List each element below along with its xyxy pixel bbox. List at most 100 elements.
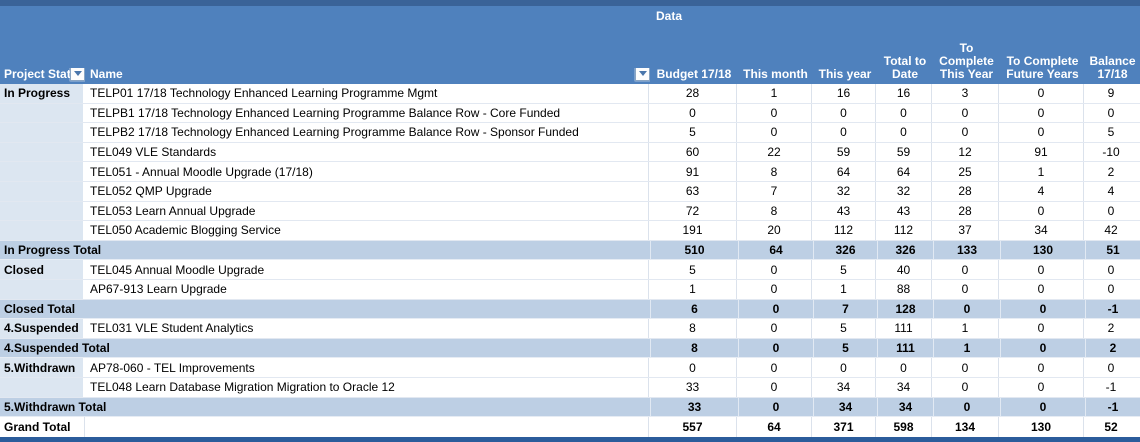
value-cell[interactable]: 5 xyxy=(811,260,875,279)
value-cell[interactable]: 112 xyxy=(811,221,875,240)
name-cell[interactable]: TEL053 Learn Annual Upgrade xyxy=(85,201,648,221)
value-cell[interactable]: 0 xyxy=(1000,397,1085,417)
subtotal-label-cell[interactable]: 5.Withdrawn Total xyxy=(4,399,107,414)
value-cell[interactable]: 34 xyxy=(811,377,875,397)
value-cell[interactable]: 0 xyxy=(1000,299,1085,319)
column-header-to-complete-future-years[interactable]: To Complete Future Years xyxy=(1006,55,1079,81)
status-cell[interactable] xyxy=(0,201,85,221)
value-cell[interactable]: 28 xyxy=(931,181,998,201)
value-cell[interactable]: 5 xyxy=(813,338,877,358)
value-cell[interactable]: 64 xyxy=(738,240,813,260)
value-cell[interactable]: 1 xyxy=(933,338,1000,358)
value-cell[interactable]: 0 xyxy=(998,123,1083,142)
name-cell[interactable]: TELPB2 17/18 Technology Enhanced Learnin… xyxy=(85,123,648,142)
value-cell[interactable]: 52 xyxy=(1083,417,1138,437)
value-cell[interactable]: 64 xyxy=(875,162,931,181)
value-cell[interactable]: 0 xyxy=(736,377,811,397)
value-cell[interactable]: 8 xyxy=(648,319,736,338)
column-header-this-year[interactable]: This year xyxy=(818,68,872,81)
value-cell[interactable]: 0 xyxy=(1083,279,1138,299)
value-cell[interactable]: 64 xyxy=(811,162,875,181)
value-cell[interactable]: 0 xyxy=(811,103,875,123)
value-cell[interactable]: 42 xyxy=(1083,221,1138,240)
value-cell[interactable]: 0 xyxy=(1083,260,1138,279)
value-cell[interactable]: 34 xyxy=(875,377,931,397)
value-cell[interactable]: 33 xyxy=(648,377,736,397)
value-cell[interactable]: 0 xyxy=(648,103,736,123)
column-header-total-to-date[interactable]: Total to Date xyxy=(883,55,927,81)
value-cell[interactable]: 7 xyxy=(736,181,811,201)
value-cell[interactable]: 1 xyxy=(648,279,736,299)
status-cell[interactable] xyxy=(0,142,85,162)
value-cell[interactable]: 22 xyxy=(736,142,811,162)
column-header-budget-17-18[interactable]: Budget 17/18 xyxy=(656,68,732,81)
status-cell[interactable] xyxy=(0,103,85,123)
value-cell[interactable]: 0 xyxy=(931,103,998,123)
value-cell[interactable]: 0 xyxy=(736,103,811,123)
value-cell[interactable]: 8 xyxy=(736,201,811,221)
value-cell[interactable]: 34 xyxy=(998,221,1083,240)
value-cell[interactable]: 0 xyxy=(998,201,1083,221)
value-cell[interactable]: 0 xyxy=(998,319,1083,338)
column-header-this-month[interactable]: This month xyxy=(743,68,808,81)
value-cell[interactable]: 2 xyxy=(1083,319,1138,338)
grand-total-label-cell[interactable]: Grand Total xyxy=(0,417,85,437)
value-cell[interactable]: 12 xyxy=(931,142,998,162)
status-cell[interactable]: 4.Suspended xyxy=(0,319,85,338)
value-cell[interactable]: 2 xyxy=(1085,338,1140,358)
value-cell[interactable]: 5 xyxy=(1083,123,1138,142)
status-cell[interactable] xyxy=(0,181,85,201)
value-cell[interactable]: 0 xyxy=(1083,201,1138,221)
value-cell[interactable]: 0 xyxy=(736,358,811,377)
value-cell[interactable]: 34 xyxy=(877,397,933,417)
value-cell[interactable]: 6 xyxy=(650,299,738,319)
value-cell[interactable]: -1 xyxy=(1085,299,1140,319)
name-cell[interactable]: TEL050 Academic Blogging Service xyxy=(85,221,648,240)
value-cell[interactable]: 28 xyxy=(931,201,998,221)
value-cell[interactable]: 25 xyxy=(931,162,998,181)
value-cell[interactable]: 1 xyxy=(998,162,1083,181)
value-cell[interactable]: 0 xyxy=(931,260,998,279)
value-cell[interactable]: 0 xyxy=(811,358,875,377)
value-cell[interactable]: 0 xyxy=(648,358,736,377)
name-filter-dropdown[interactable] xyxy=(635,68,650,81)
name-cell[interactable]: AP78-060 - TEL Improvements xyxy=(85,358,648,377)
name-cell[interactable]: TEL051 - Annual Moodle Upgrade (17/18) xyxy=(85,162,648,181)
value-cell[interactable]: 0 xyxy=(931,358,998,377)
value-cell[interactable]: -1 xyxy=(1083,377,1138,397)
value-cell[interactable]: 20 xyxy=(736,221,811,240)
subtotal-label-cell[interactable]: In Progress Total xyxy=(4,243,102,258)
value-cell[interactable]: 134 xyxy=(931,417,998,437)
value-cell[interactable]: 0 xyxy=(736,279,811,299)
value-cell[interactable]: -10 xyxy=(1083,142,1138,162)
value-cell[interactable]: 0 xyxy=(738,397,813,417)
value-cell[interactable]: 326 xyxy=(877,240,933,260)
status-cell[interactable]: In Progress xyxy=(0,84,85,103)
value-cell[interactable]: 371 xyxy=(811,417,875,437)
value-cell[interactable]: 0 xyxy=(811,123,875,142)
value-cell[interactable]: 5 xyxy=(648,260,736,279)
status-cell[interactable]: Closed xyxy=(0,260,85,279)
name-cell[interactable]: TEL048 Learn Database Migration Migratio… xyxy=(85,377,648,397)
value-cell[interactable]: 5 xyxy=(648,123,736,142)
subtotal-label-cell[interactable]: Closed Total xyxy=(4,301,76,316)
value-cell[interactable]: 34 xyxy=(813,397,877,417)
value-cell[interactable]: 43 xyxy=(811,201,875,221)
value-cell[interactable]: 9 xyxy=(1083,84,1138,103)
column-header-balance-17-18[interactable]: Balance 17/18 xyxy=(1089,55,1136,81)
value-cell[interactable]: 0 xyxy=(875,103,931,123)
name-cell[interactable]: AP67-913 Learn Upgrade xyxy=(85,279,648,299)
value-cell[interactable]: 3 xyxy=(931,84,998,103)
value-cell[interactable]: 1 xyxy=(931,319,998,338)
value-cell[interactable]: 59 xyxy=(811,142,875,162)
value-cell[interactable]: 133 xyxy=(933,240,1000,260)
value-cell[interactable]: 8 xyxy=(650,338,738,358)
value-cell[interactable]: 130 xyxy=(1000,240,1085,260)
subtotal-label-cell[interactable]: 4.Suspended Total xyxy=(4,341,110,356)
column-header-name[interactable]: Name xyxy=(85,68,650,84)
value-cell[interactable]: 0 xyxy=(931,123,998,142)
value-cell[interactable]: 0 xyxy=(738,338,813,358)
value-cell[interactable]: 0 xyxy=(736,319,811,338)
value-cell[interactable]: 4 xyxy=(998,181,1083,201)
value-cell[interactable]: 111 xyxy=(875,319,931,338)
